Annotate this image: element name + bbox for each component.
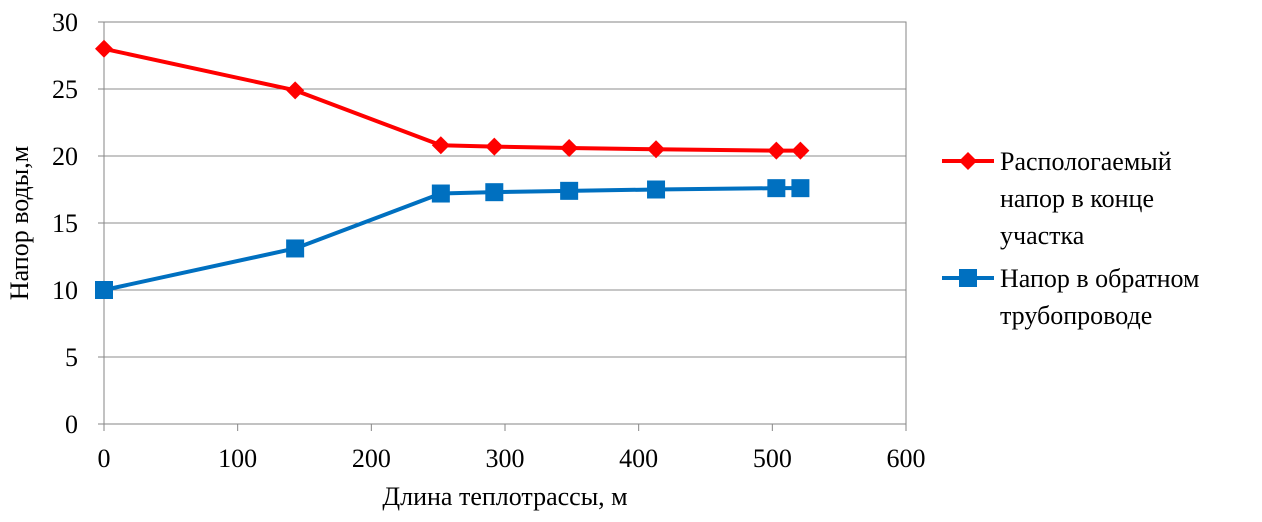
data-point [767,179,786,198]
series-1 [95,39,810,160]
data-point [791,179,810,198]
legend-label: Распологаемый [1000,147,1172,176]
x-tick-label: 500 [753,444,792,473]
legend: Распологаемый напор в конце участка Напор в… [942,147,1200,330]
y-tick-label: 5 [65,343,78,372]
legend-label: напор в конце [1000,184,1154,213]
x-tick-label: 200 [352,444,391,473]
data-point [286,239,305,258]
x-tick-label: 0 [98,444,111,473]
series-2 [95,179,810,299]
data-point [560,181,579,200]
legend-entry-2: Напор в обратном трубопроводе [942,264,1200,330]
x-axis-label: Длина теплотрассы, м [382,482,627,511]
data-point [767,141,786,160]
data-point [560,138,579,157]
data-point [431,184,450,203]
data-point [95,281,113,299]
y-axis-label: Напор воды,м [5,146,34,300]
data-point [286,81,305,100]
y-tick-label: 15 [52,209,78,238]
y-tick-label: 30 [52,8,78,37]
x-tick-label: 100 [218,444,257,473]
series-line [103,186,801,292]
legend-marker [959,269,977,287]
grid [104,88,906,358]
series-line [103,46,801,153]
data-point [431,136,450,155]
data-point [791,141,810,160]
y-tick-label: 0 [65,410,78,439]
x-tick-label: 300 [486,444,525,473]
y-tick-label: 20 [52,142,78,171]
x-tick-label: 400 [619,444,658,473]
legend-marker [959,152,977,170]
legend-label: Напор в обратном [1000,264,1200,293]
series [95,39,810,299]
data-point [485,137,504,156]
legend-label: участка [1000,221,1085,250]
data-point [485,183,504,202]
x-tick-label: 600 [887,444,926,473]
legend-label: трубопроводе [1000,301,1152,330]
data-point [95,39,113,58]
data-point [647,140,666,159]
y-tick-label: 10 [52,276,78,305]
legend-entry-1: Распологаемый напор в конце участка [942,147,1172,250]
data-point [647,180,666,199]
y-tick-label: 25 [52,75,78,104]
